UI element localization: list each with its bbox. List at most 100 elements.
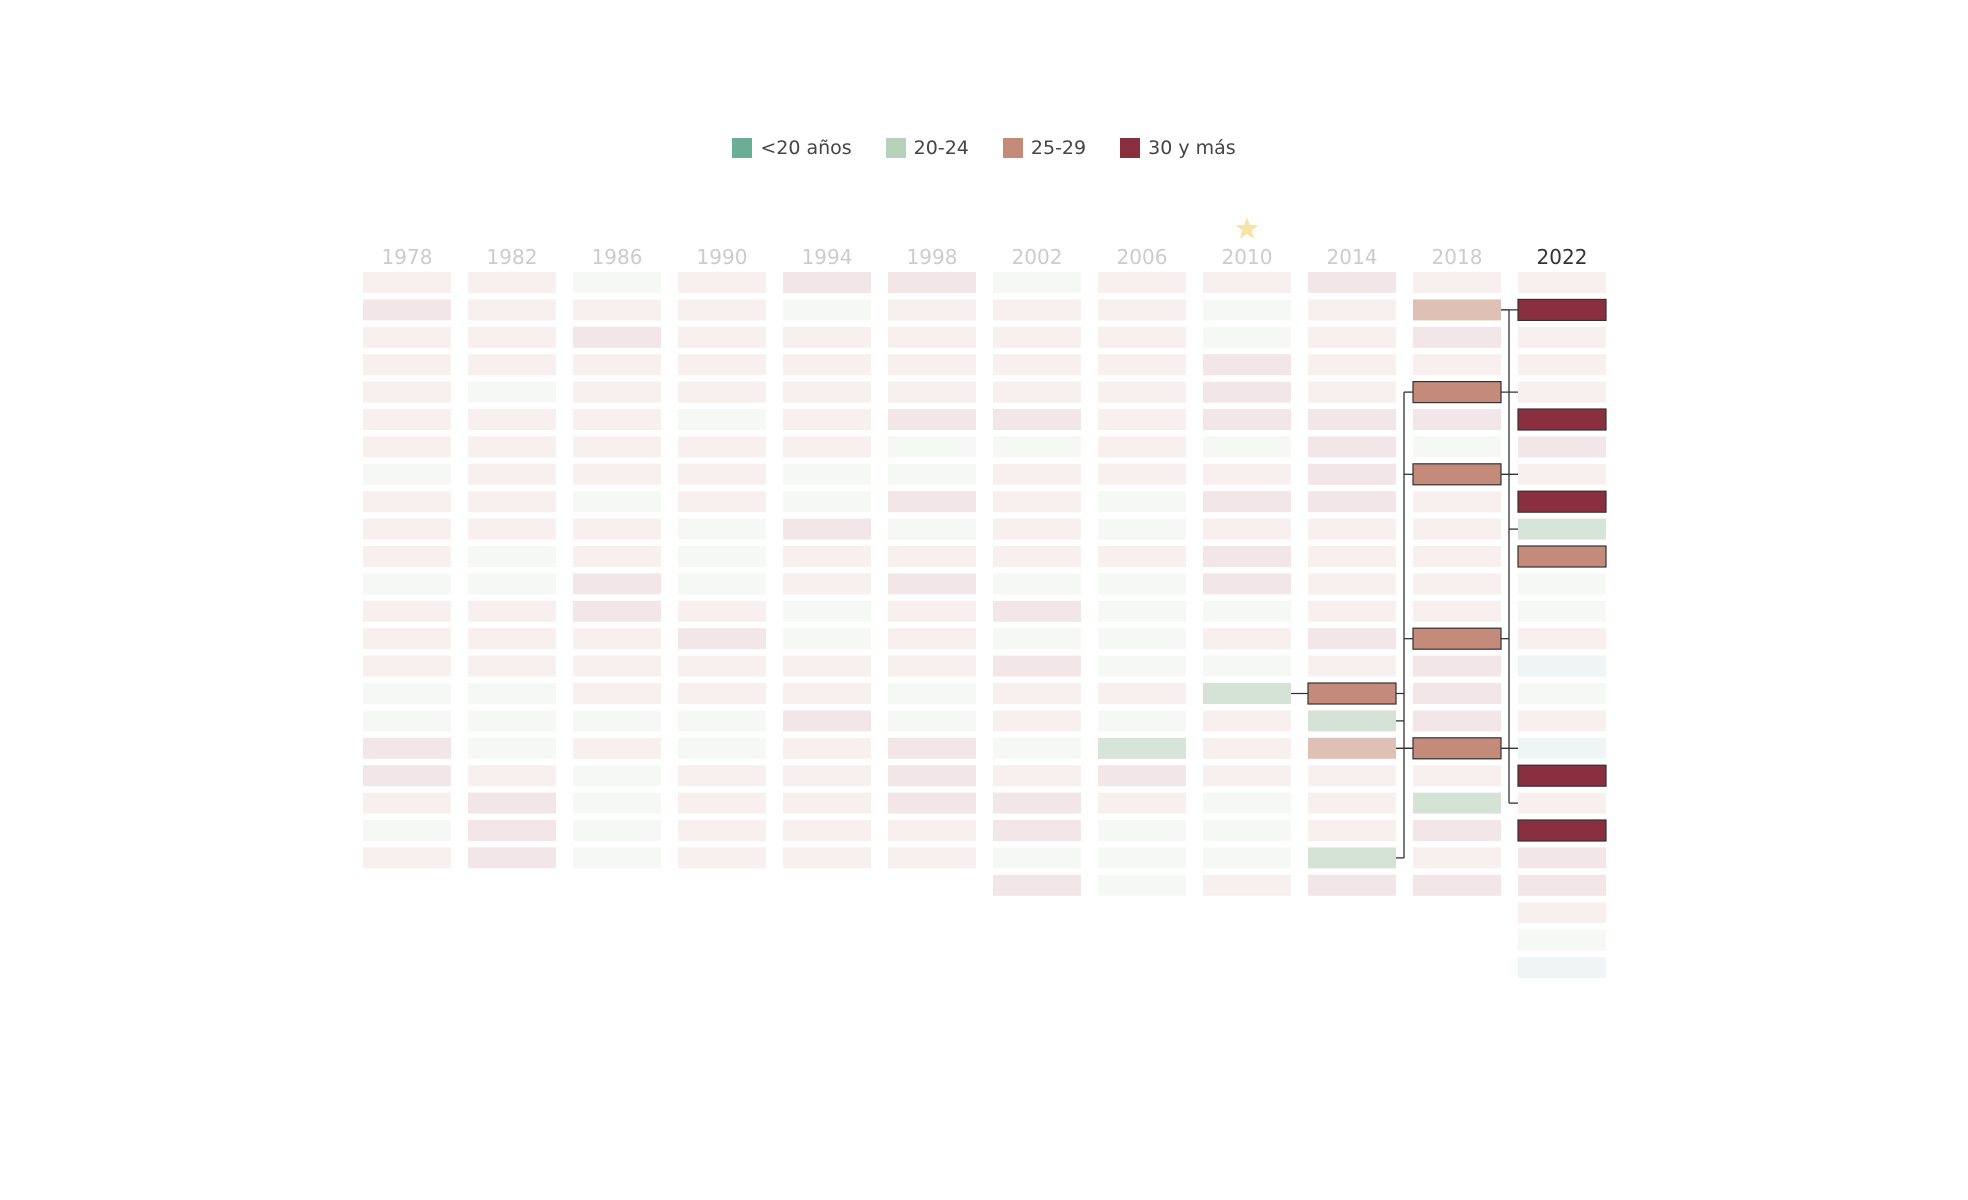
- heatmap-cell: [783, 628, 871, 650]
- heatmap-cell: [468, 710, 556, 732]
- heatmap-cell: [468, 409, 556, 430]
- heatmap-cell: [1413, 683, 1501, 704]
- heatmap-cell: [888, 354, 976, 376]
- heatmap-cell: [468, 737, 556, 759]
- heatmap-cell: [363, 792, 451, 814]
- heatmap-cell: [1098, 710, 1186, 732]
- heatmap-cell: [363, 847, 451, 869]
- heatmap-cell: [573, 326, 661, 348]
- heatmap-cell: [993, 628, 1081, 650]
- heatmap-cell: [1203, 874, 1291, 896]
- heatmap-cell: [1203, 600, 1291, 622]
- heatmap-cell: [678, 354, 766, 376]
- heatmap-cell: [1203, 573, 1291, 595]
- heatmap-cell: [993, 463, 1081, 485]
- heatmap-cell: [363, 409, 451, 430]
- heatmap-cell: [1308, 600, 1396, 622]
- heatmap-cell: [678, 600, 766, 622]
- heatmap-cell: [468, 820, 556, 841]
- heatmap-cell: [363, 765, 451, 787]
- heatmap-cell: [1308, 655, 1396, 677]
- column-label: 1986: [592, 245, 643, 269]
- heatmap-cell: [1413, 710, 1501, 732]
- heatmap-cell: [1098, 409, 1186, 430]
- heatmap-cell: [1413, 874, 1501, 896]
- heatmap-cell: [1518, 874, 1606, 896]
- heatmap-cell: [363, 546, 451, 567]
- heatmap-cell: [468, 463, 556, 485]
- heatmap-cell: [1098, 847, 1186, 869]
- heatmap-cell: [363, 299, 451, 321]
- heatmap-cell: [1518, 737, 1606, 759]
- heatmap-cell: [1308, 792, 1396, 814]
- heatmap-cell: [783, 354, 871, 376]
- heatmap-cell: [678, 820, 766, 841]
- heatmap-cell: [1308, 847, 1396, 869]
- heatmap-cell: [1203, 683, 1291, 704]
- heatmap-cell: [1518, 957, 1606, 978]
- heatmap-cell: [1413, 272, 1501, 293]
- heatmap-cell: [1308, 765, 1396, 787]
- heatmap-cell: [573, 491, 661, 513]
- heatmap-cell: [1098, 436, 1186, 458]
- heatmap-cell: [783, 710, 871, 732]
- heatmap-cell: [468, 683, 556, 704]
- heatmap-cell: [678, 381, 766, 403]
- heatmap-cell: [468, 765, 556, 787]
- heatmap-cell: [993, 299, 1081, 321]
- column-label: 2002: [1012, 245, 1063, 269]
- heatmap-cell: [1412, 737, 1502, 760]
- heatmap-cell: [1203, 436, 1291, 458]
- heatmap-cell: [888, 765, 976, 787]
- heatmap-cell: [1518, 326, 1606, 348]
- heatmap-cell: [888, 600, 976, 622]
- heatmap-cell: [1098, 874, 1186, 896]
- heatmap-cell: [783, 600, 871, 622]
- legend-label: 20-24: [913, 137, 969, 159]
- heatmap-cell: [573, 847, 661, 869]
- heatmap-cell: [573, 299, 661, 321]
- heatmap-cell: [678, 491, 766, 513]
- heatmap-cell: [888, 683, 976, 704]
- heatmap-cell: [1518, 792, 1606, 814]
- heatmap-cell: [993, 874, 1081, 896]
- heatmap-cell: [363, 491, 451, 513]
- heatmap-cell: [1518, 628, 1606, 650]
- heatmap-cell: [678, 299, 766, 321]
- heatmap-cell: [1308, 546, 1396, 567]
- heatmap-cell: [1308, 874, 1396, 896]
- heatmap-cell: [1518, 847, 1606, 869]
- heatmap-cell: [1518, 354, 1606, 376]
- heatmap-cell: [1413, 573, 1501, 595]
- heatmap-cell: [678, 463, 766, 485]
- heatmap-cell: [1098, 820, 1186, 841]
- heatmap-cell: [1308, 326, 1396, 348]
- heatmap-cell: [468, 491, 556, 513]
- heatmap-cell: [888, 326, 976, 348]
- heatmap-cell: [783, 792, 871, 814]
- heatmap-cell: [783, 381, 871, 403]
- heatmap-cell: [363, 518, 451, 540]
- column-label: 1978: [382, 245, 433, 269]
- heatmap-cell: [678, 546, 766, 567]
- heatmap-cell: [888, 491, 976, 513]
- heatmap-cell: [888, 737, 976, 759]
- heatmap-cell: [783, 847, 871, 869]
- heatmap-cell: [1203, 463, 1291, 485]
- heatmap-cell: [1203, 272, 1291, 293]
- heatmap-cell: [1308, 436, 1396, 458]
- heatmap-cell: [783, 573, 871, 595]
- heatmap-cell: [993, 381, 1081, 403]
- heatmap-cell: [1308, 409, 1396, 430]
- heatmap-cell: [1203, 765, 1291, 787]
- heatmap-cell: [1518, 600, 1606, 622]
- heatmap-cell: [993, 600, 1081, 622]
- heatmap-cell: [1518, 655, 1606, 677]
- heatmap-cell: [1412, 381, 1502, 404]
- heatmap-cell: [783, 436, 871, 458]
- heatmap-cell: [1203, 737, 1291, 759]
- heatmap-cell: [468, 573, 556, 595]
- heatmap-cell: [363, 655, 451, 677]
- heatmap-cell: [993, 491, 1081, 513]
- heatmap-cell: [888, 409, 976, 430]
